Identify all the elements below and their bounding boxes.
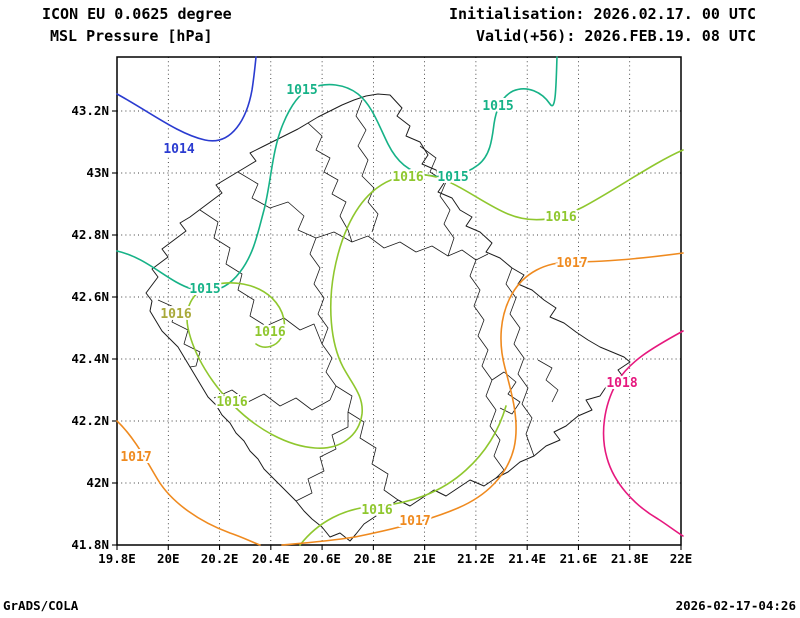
isoline-1018 (602, 330, 684, 537)
x-tick-label: 20.6E (303, 551, 341, 566)
x-tick-label: 19.8E (98, 551, 136, 566)
district-border (157, 299, 201, 368)
field-title: MSL Pressure [hPa] (50, 27, 213, 45)
map-frame (116, 56, 682, 546)
district-border (307, 122, 353, 243)
y-tick-label: 42.2N (71, 413, 109, 428)
contour-label-1017: 1017 (120, 450, 151, 465)
creation-timestamp: 2026-02-17-04:26 (675, 598, 796, 613)
isoline-1016 (299, 405, 507, 546)
district-border (505, 267, 535, 457)
country-outline (145, 93, 631, 542)
model-title: ICON EU 0.0625 degree (42, 5, 232, 23)
x-tick-label: 21.2E (457, 551, 495, 566)
x-tick-label: 21.8E (611, 551, 649, 566)
x-tick-label: 21.6E (560, 551, 598, 566)
init-time-label: Initialisation: 2026.02.17. 00 UTC (448, 5, 756, 23)
isoline-1017 (281, 252, 684, 546)
district-border (469, 259, 505, 479)
contour-label-1016: 1016 (254, 325, 285, 340)
y-tick-label: 42.6N (71, 289, 109, 304)
contour-label-1015: 1015 (437, 170, 468, 185)
district-border (419, 145, 455, 257)
district-border (537, 359, 559, 403)
contour-label-1014: 1014 (163, 142, 194, 157)
district-border (213, 389, 331, 411)
valid-time-label: Valid(+56): 2026.FEB.19. 08 UTC (476, 27, 756, 45)
district-border (265, 317, 323, 345)
isoline-1014 (116, 56, 257, 142)
grads-credit: GrADS/COLA (3, 598, 79, 613)
district-border (309, 237, 337, 401)
isoline-1017 (116, 420, 261, 546)
contour-label-1017: 1017 (556, 256, 587, 271)
district-border (199, 209, 267, 327)
x-tick-label: 20.8E (355, 551, 393, 566)
x-tick-label: 20E (157, 551, 180, 566)
isoline-1016 (186, 149, 684, 449)
contour-label-1016: 1016 (216, 395, 247, 410)
district-border (335, 385, 399, 501)
y-tick-label: 41.8N (71, 537, 109, 552)
y-tick-label: 43.2N (71, 103, 109, 118)
contour-label-1018: 1018 (606, 376, 637, 391)
x-tick-label: 20.2E (201, 551, 239, 566)
contour-label-1016: 1016 (160, 307, 191, 322)
contour-label-1016: 1016 (392, 170, 423, 185)
district-border (237, 171, 489, 261)
contour-label-1016: 1016 (361, 503, 392, 518)
district-border (355, 99, 379, 233)
x-tick-label: 21.4E (508, 551, 546, 566)
contour-label-1015: 1015 (189, 282, 220, 297)
contour-label-1015: 1015 (482, 99, 513, 114)
x-tick-label: 21E (413, 551, 436, 566)
district-border (491, 371, 521, 415)
y-tick-label: 42.4N (71, 351, 109, 366)
x-tick-label: 22E (670, 551, 693, 566)
district-border (295, 412, 349, 502)
contour-label-1015: 1015 (286, 83, 317, 98)
isoline-1015 (116, 56, 558, 292)
contour-label-1017: 1017 (399, 514, 430, 529)
y-tick-label: 42.8N (71, 227, 109, 242)
contour-label-1016: 1016 (545, 210, 576, 225)
y-tick-label: 43N (86, 165, 109, 180)
y-tick-label: 42N (86, 475, 109, 490)
x-tick-label: 20.4E (252, 551, 290, 566)
